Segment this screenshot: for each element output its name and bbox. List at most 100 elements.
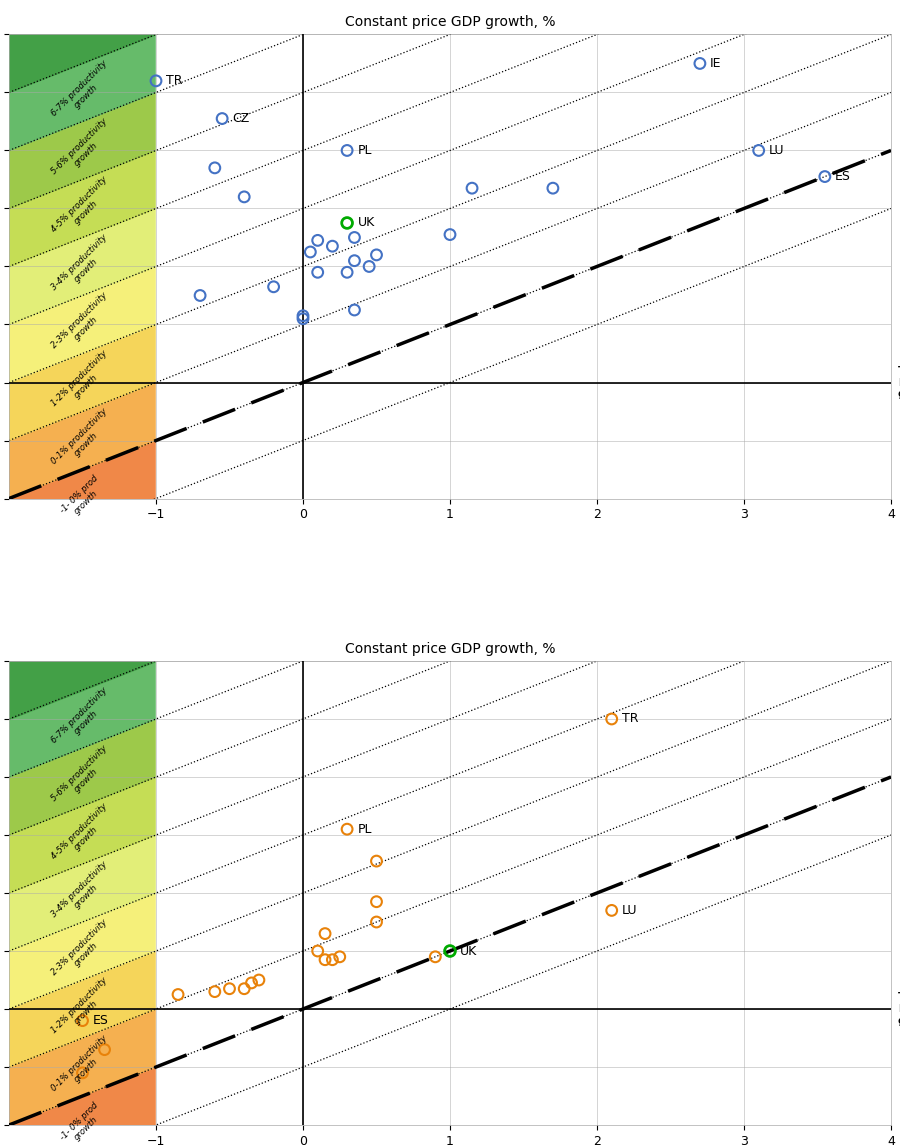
Text: 4-5% productivity
growth: 4-5% productivity growth [50,801,116,868]
Point [296,307,310,325]
Text: 3-4% productivity
growth: 3-4% productivity growth [50,233,116,300]
Text: -1- 0% prod
growth: -1- 0% prod growth [58,1101,107,1148]
Text: 5-6% productivity
growth: 5-6% productivity growth [50,117,116,184]
Point [369,892,383,910]
Point [310,941,325,960]
Title: Constant price GDP growth, %: Constant price GDP growth, % [345,15,555,29]
Text: LU: LU [622,903,637,917]
Polygon shape [9,1066,156,1125]
Point [222,979,237,998]
Point [340,214,355,232]
Point [296,310,310,328]
Polygon shape [9,951,156,1066]
Point [428,947,443,965]
Text: 5-6% productivity
growth: 5-6% productivity growth [50,744,116,810]
Point [245,974,259,992]
Point [369,852,383,870]
Text: PL: PL [357,823,372,836]
Point [318,924,332,943]
Point [369,913,383,931]
Polygon shape [9,382,156,498]
Point [252,971,266,990]
Polygon shape [9,150,156,266]
Point [310,263,325,281]
Point [303,242,318,261]
Polygon shape [156,34,891,498]
Point [325,236,339,255]
Title: Constant price GDP growth, %: Constant price GDP growth, % [345,642,555,656]
Polygon shape [9,266,156,382]
Text: ES: ES [835,170,851,183]
Point [97,1040,112,1058]
Text: TR: TR [622,713,638,726]
Polygon shape [9,93,156,209]
Polygon shape [9,661,156,777]
Polygon shape [9,719,156,835]
Point [325,951,339,969]
Point [340,141,355,160]
Polygon shape [9,325,156,441]
Polygon shape [9,1009,156,1125]
Polygon shape [9,835,156,951]
Point [208,983,222,1001]
Point [76,1011,90,1030]
Point [340,820,355,838]
Text: UK: UK [460,945,478,957]
Polygon shape [9,661,156,719]
Point [193,286,207,304]
Text: 0-1% productivity
growth: 0-1% productivity growth [50,408,116,474]
Polygon shape [9,34,156,150]
Text: 2-3% productivity
growth: 2-3% productivity growth [50,917,116,984]
Text: 2-3% productivity
growth: 2-3% productivity growth [50,292,116,358]
Point [148,71,163,90]
Point [208,158,222,177]
Point [333,947,347,965]
Text: PL: PL [357,144,372,157]
Point [237,187,251,205]
Point [545,179,560,197]
Text: 3-4% productivity
growth: 3-4% productivity growth [50,860,116,926]
Text: 1-2% productivity
growth: 1-2% productivity growth [50,976,116,1042]
Point [215,109,230,127]
Point [266,278,281,296]
Point [362,257,376,276]
Text: Total
hours
growth, %: Total hours growth, % [898,366,900,400]
Point [443,225,457,243]
Text: -1- 0% prod
growth: -1- 0% prod growth [58,474,107,522]
Polygon shape [9,777,156,893]
Point [171,985,185,1003]
Point [310,231,325,249]
Text: 4-5% productivity
growth: 4-5% productivity growth [50,176,116,242]
Point [369,246,383,264]
Point [464,179,479,197]
Text: CZ: CZ [232,113,249,125]
Text: 6-7% productivity
growth: 6-7% productivity growth [50,685,116,752]
Polygon shape [9,893,156,1009]
Point [347,301,362,319]
Polygon shape [9,209,156,325]
Text: ES: ES [93,1014,109,1027]
Point [752,141,766,160]
Polygon shape [9,34,156,93]
Point [605,901,619,920]
Text: IE: IE [710,57,722,70]
Point [347,251,362,270]
Point [237,979,251,998]
Point [817,168,832,186]
Point [605,709,619,728]
Text: Total
hours
growth, %: Total hours growth, % [898,992,900,1025]
Text: UK: UK [357,217,374,230]
Point [443,941,457,960]
Text: LU: LU [769,144,785,157]
Polygon shape [156,661,891,1125]
Point [76,1064,90,1083]
Text: 6-7% productivity
growth: 6-7% productivity growth [50,59,116,126]
Point [693,54,707,72]
Point [318,951,332,969]
Text: TR: TR [166,75,183,87]
Text: 0-1% productivity
growth: 0-1% productivity growth [50,1033,116,1101]
Polygon shape [9,441,156,498]
Text: 1-2% productivity
growth: 1-2% productivity growth [50,349,116,416]
Point [340,263,355,281]
Point [347,228,362,247]
